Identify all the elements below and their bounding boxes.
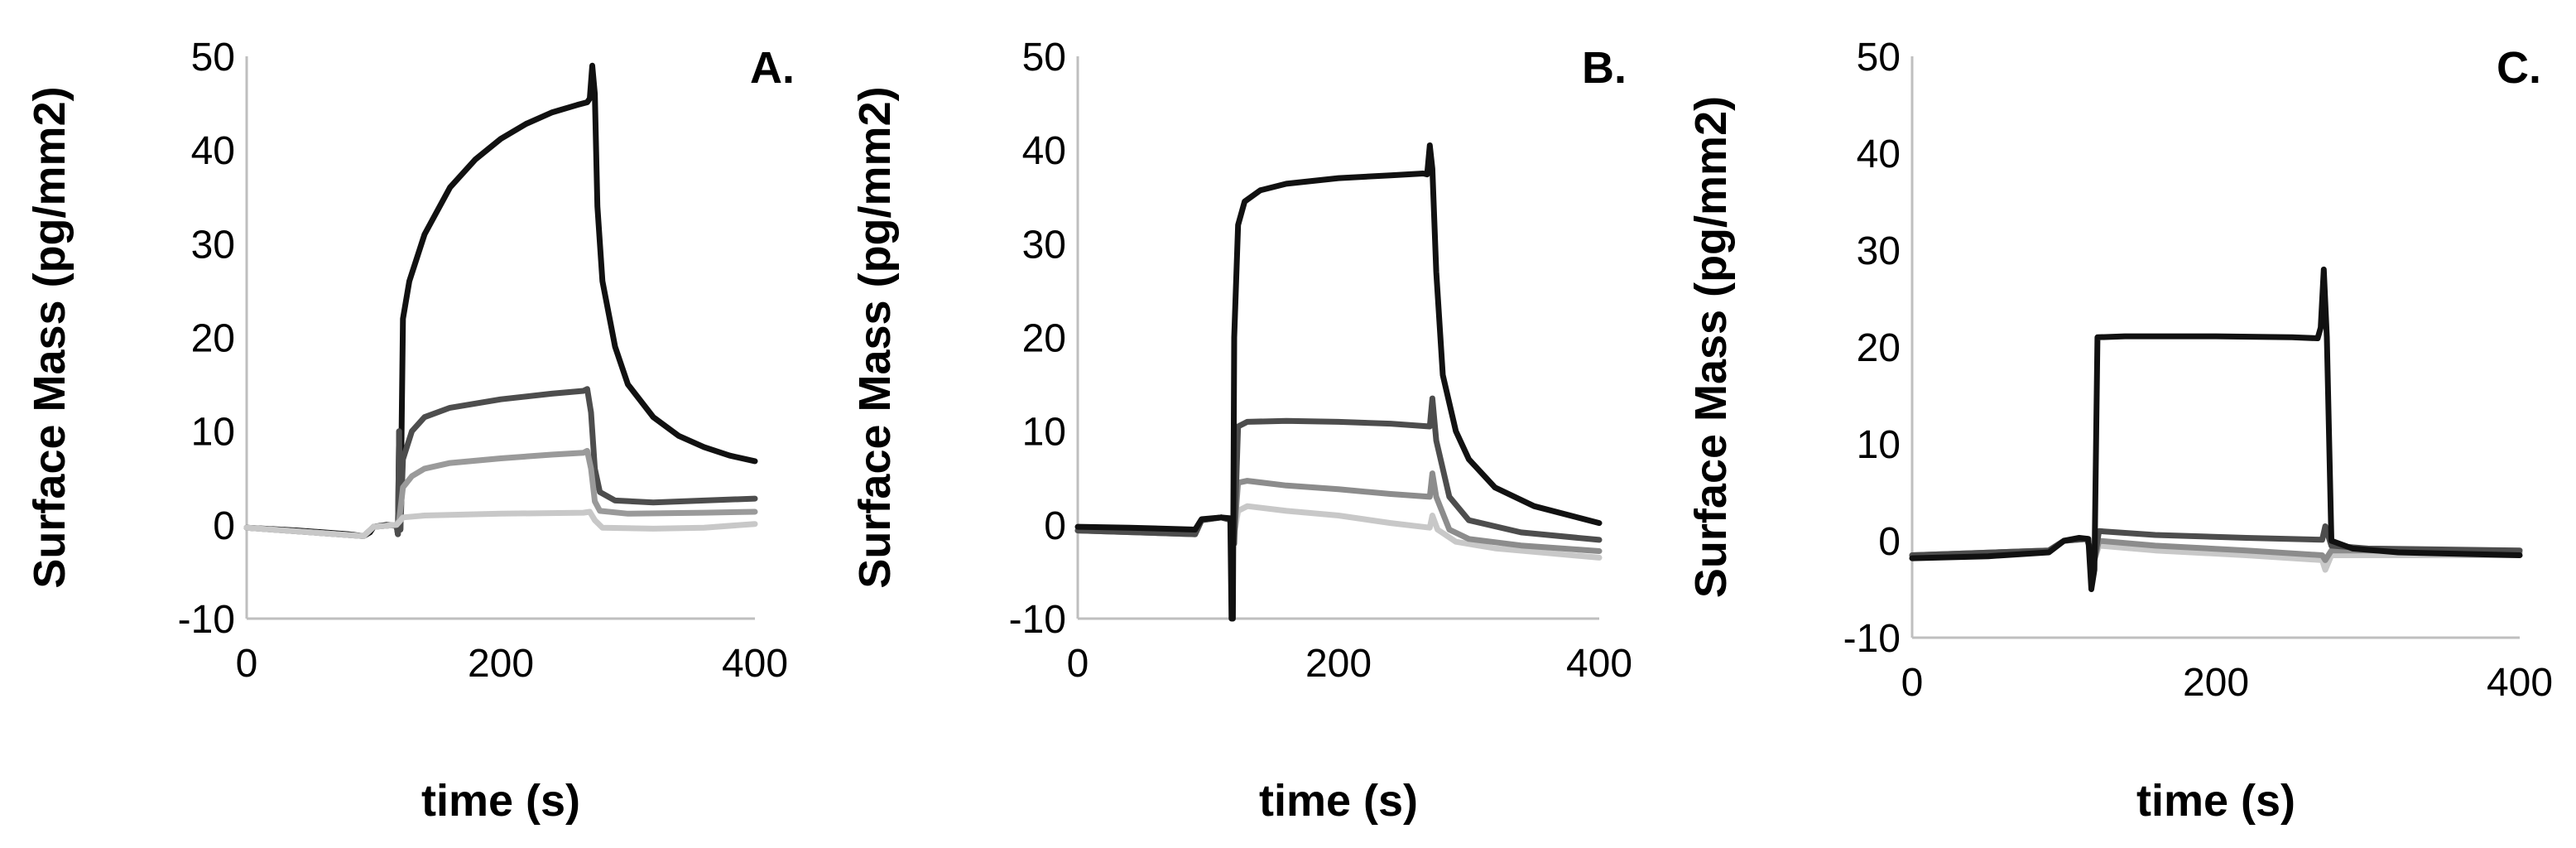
y-axis-title: Surface Mass (pg/mm2) xyxy=(25,86,74,588)
x-tick-label: 0 xyxy=(1067,642,1089,686)
y-tick-label: 30 xyxy=(1857,229,1901,273)
series-line-medium-concentration xyxy=(243,447,758,539)
series-line-high-concentration xyxy=(243,386,758,539)
series-line-highest-concentration xyxy=(243,62,758,539)
x-tick-label: 0 xyxy=(236,642,258,686)
x-tick-label: 0 xyxy=(1901,661,1924,705)
x-tick-label: 200 xyxy=(468,642,534,686)
series-line-highest-concentration xyxy=(1074,142,1603,622)
y-tick-label: 50 xyxy=(1857,36,1901,80)
series-line-highest-concentration xyxy=(1909,266,2523,592)
y-tick-label: 20 xyxy=(1022,317,1066,361)
y-tick-label: -10 xyxy=(178,598,235,642)
series-line-high-concentration xyxy=(1074,395,1603,547)
y-tick-label: 40 xyxy=(191,129,235,173)
y-tick-label: 50 xyxy=(191,36,235,80)
y-tick-label: 50 xyxy=(1022,36,1066,80)
y-tick-label: -10 xyxy=(1843,617,1901,661)
panel-label: B. xyxy=(1582,43,1627,93)
y-tick-label: 0 xyxy=(1044,504,1066,548)
y-tick-label: 30 xyxy=(191,223,235,267)
x-axis-title: time (s) xyxy=(421,776,580,826)
y-tick-label: 40 xyxy=(1857,132,1901,176)
x-tick-label: 200 xyxy=(2183,661,2249,705)
panel-label: C. xyxy=(2497,43,2541,93)
series-line-low-concentration xyxy=(1074,470,1603,554)
y-tick-label: 10 xyxy=(1857,423,1901,467)
x-tick-label: 400 xyxy=(2487,661,2553,705)
y-tick-label: 20 xyxy=(1857,326,1901,370)
y-tick-label: -10 xyxy=(1009,598,1066,642)
x-tick-label: 400 xyxy=(1566,642,1632,686)
y-axis-title: Surface Mass (pg/mm2) xyxy=(1686,96,1736,598)
x-tick-label: 200 xyxy=(1305,642,1372,686)
series-line-low-concentration xyxy=(243,508,758,539)
x-tick-label: 400 xyxy=(722,642,788,686)
x-axis-title: time (s) xyxy=(2136,776,2295,826)
y-tick-label: 20 xyxy=(191,317,235,361)
y-tick-label: 10 xyxy=(1022,411,1066,455)
y-tick-label: 0 xyxy=(1878,520,1901,564)
y-tick-label: 10 xyxy=(191,411,235,455)
y-tick-label: 40 xyxy=(1022,129,1066,173)
y-axis-title: Surface Mass (pg/mm2) xyxy=(850,86,900,588)
y-tick-label: 0 xyxy=(213,504,235,548)
x-axis-title: time (s) xyxy=(1259,776,1418,826)
y-tick-label: 30 xyxy=(1022,223,1066,267)
panel-label: A. xyxy=(750,43,795,93)
